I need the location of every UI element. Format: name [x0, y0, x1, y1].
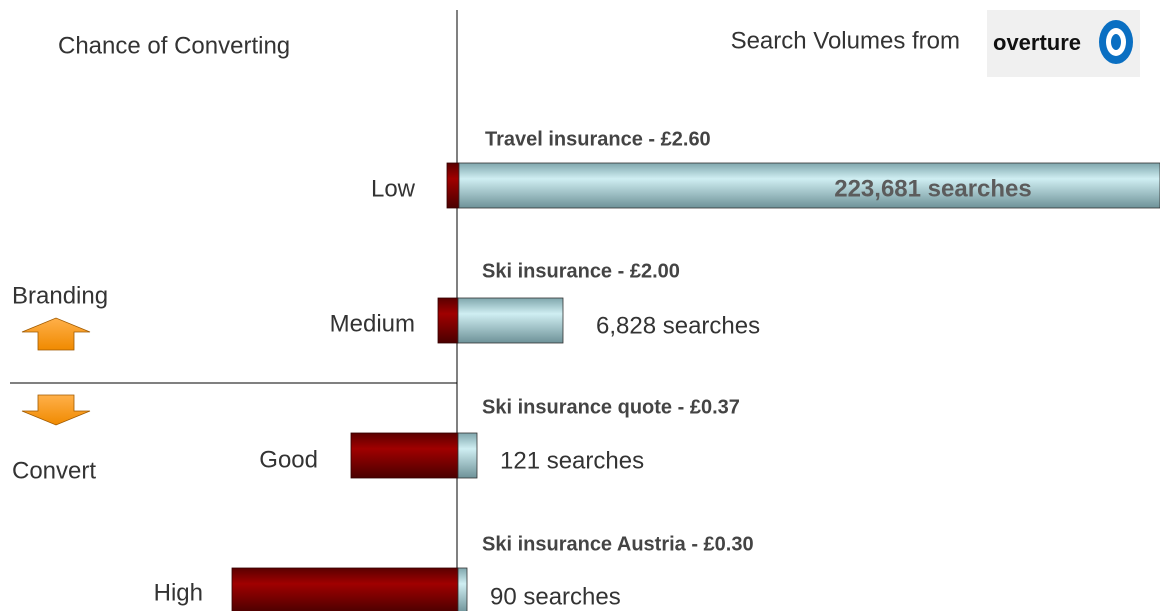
- searches-label: 223,681 searches: [834, 175, 1032, 202]
- conversion-bar: [446, 162, 460, 209]
- conversion-bar: [437, 297, 459, 344]
- searches-label: 90 searches: [490, 583, 621, 610]
- conversion-bar: [350, 432, 459, 479]
- volume-bar: [457, 432, 478, 479]
- logo-core: [1111, 34, 1121, 50]
- conversion-bar: [231, 567, 459, 611]
- keyword-label: Ski insurance - £2.00: [482, 260, 680, 282]
- volume-bar: [457, 567, 468, 611]
- keyword-label: Ski insurance Austria - £0.30: [482, 533, 754, 555]
- searches-label: 121 searches: [500, 447, 644, 474]
- right-title: Search Volumes from: [731, 27, 960, 54]
- left-title: Chance of Converting: [58, 32, 290, 59]
- level-label: High: [154, 579, 203, 606]
- arrow-down: [21, 394, 91, 426]
- logo: overture: [987, 10, 1140, 77]
- convert-label: Convert: [12, 457, 96, 484]
- logo-text: overture: [993, 30, 1081, 55]
- volume-bar: [457, 297, 564, 344]
- level-label: Low: [371, 175, 416, 202]
- branding-label: Branding: [12, 282, 108, 309]
- keyword-label: Ski insurance quote - £0.37: [482, 396, 740, 418]
- level-label: Good: [259, 446, 318, 473]
- volume-bar: [458, 162, 1160, 209]
- arrow-up: [21, 317, 91, 351]
- keyword-label: Travel insurance - £2.60: [485, 128, 711, 150]
- searches-label: 6,828 searches: [596, 312, 760, 339]
- level-label: Medium: [330, 310, 415, 337]
